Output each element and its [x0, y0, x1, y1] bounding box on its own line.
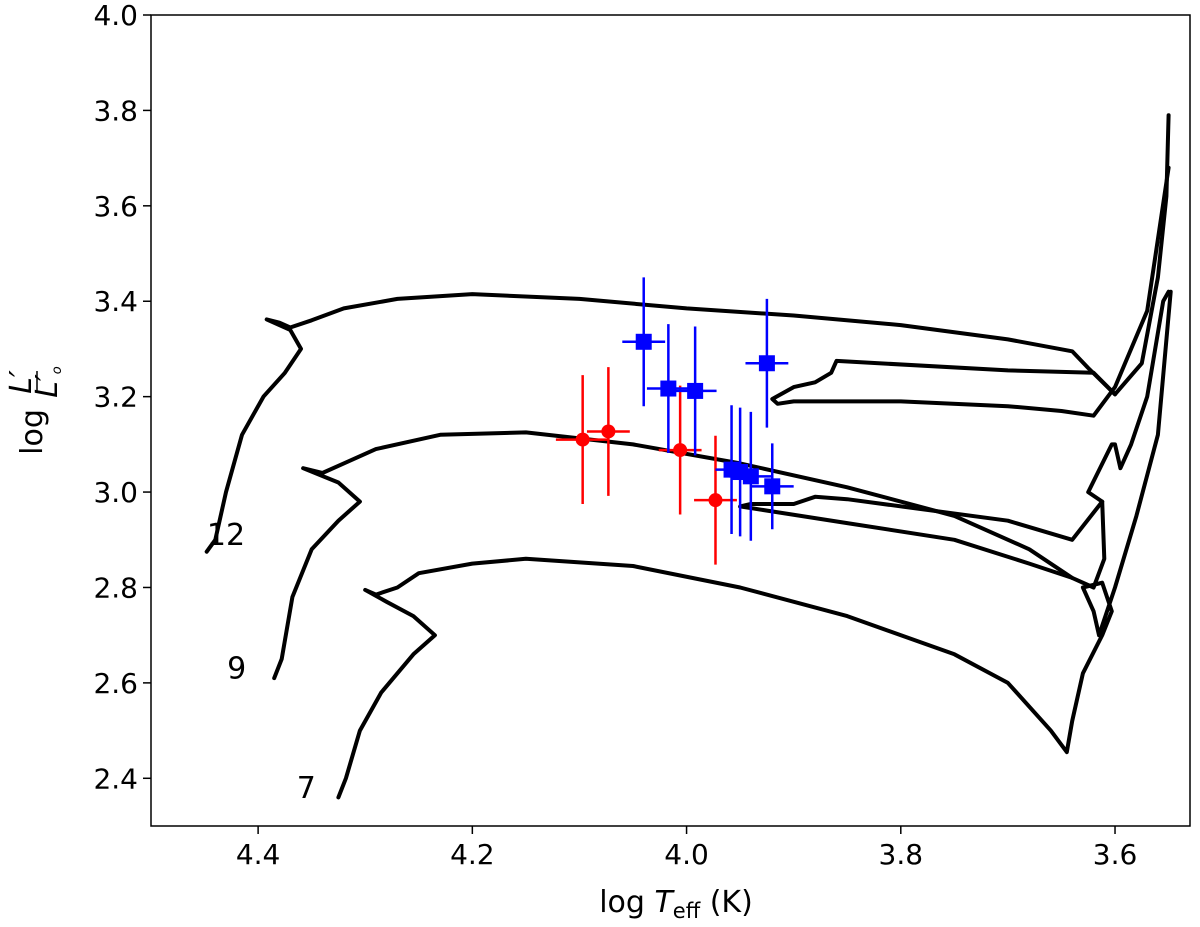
red-circles-point [601, 424, 616, 439]
svg-text:L′: L′ [4, 370, 39, 394]
y-axis-label: log L′ L′o [4, 366, 65, 455]
x-tick-label: 4.4 [236, 838, 281, 871]
axis-ticks: 4.4 4.2 4.0 3.8 3.6 2.4 2.6 2.8 3.0 3.2 3.4 3.6 3.8 4… [93, 0, 1137, 871]
track-9-branch [738, 494, 1105, 580]
data-markers [575, 333, 781, 508]
blue-squares-point [687, 382, 704, 399]
y-tick-label: 3.4 [93, 285, 138, 318]
y-tick-label: 3.8 [93, 94, 138, 127]
red-circles-point [708, 493, 723, 508]
track-9-line [272, 289, 1171, 681]
x-tick-label: 4.0 [664, 838, 709, 871]
track-9-label: 9 [227, 652, 246, 687]
x-axis-label: log Teff (K) [599, 885, 753, 923]
red-circles-point [575, 432, 590, 447]
y-tick-label: 2.6 [93, 667, 138, 700]
y-tick-label: 4.0 [93, 0, 138, 32]
x-tick-label: 4.2 [450, 838, 495, 871]
y-tick-label: 2.4 [93, 762, 138, 795]
error-bars [555, 277, 794, 565]
y-tick-label: 3.0 [93, 476, 138, 509]
blue-squares-point [660, 380, 677, 397]
blue-squares-point [764, 478, 781, 495]
x-tick-label: 3.8 [879, 838, 924, 871]
red-circles-point [673, 443, 688, 458]
blue-squares-point [758, 355, 775, 372]
plot-frame [150, 14, 1191, 827]
y-tick-label: 3.6 [93, 190, 138, 223]
y-tick-label: 3.2 [93, 381, 138, 414]
x-tick-label: 3.6 [1093, 838, 1138, 871]
evolution-tracks [204, 113, 1173, 800]
track-12-label: 12 [207, 518, 245, 553]
track-12-line [204, 113, 1171, 554]
y-tick-label: 2.8 [93, 571, 138, 604]
track-12-branch [770, 165, 1171, 418]
track-7-label: 7 [297, 771, 316, 806]
blue-squares-point [742, 468, 759, 485]
blue-squares-point [635, 333, 652, 350]
svg-text:log: log [15, 409, 50, 455]
track-labels: 12 9 7 [207, 518, 316, 806]
track-7-line [336, 289, 1173, 800]
